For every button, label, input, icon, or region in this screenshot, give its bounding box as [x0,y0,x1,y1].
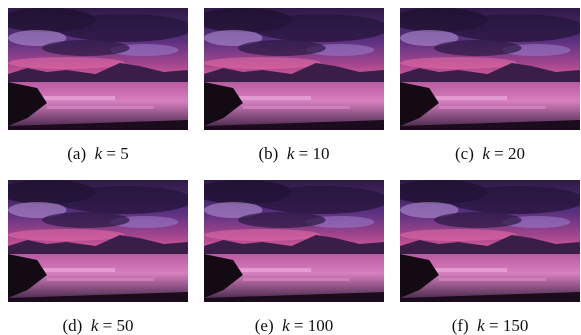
panel: (b) k = 10 [204,8,384,130]
figure: (a) k = 5 (b) k = 10 [0,0,581,335]
panel-label: (b) [259,144,279,163]
operator: = [294,316,304,335]
parameter-value: 100 [308,316,334,335]
panel-label: (a) [67,144,86,163]
panel-label: (d) [63,316,83,335]
photo [204,180,384,302]
operator: = [489,316,499,335]
caption: (c) k = 20 [400,144,580,164]
photo [8,180,188,302]
photo [400,180,580,302]
photo [8,8,188,130]
operator: = [494,144,504,163]
panel: (d) k = 50 [8,180,188,302]
panel: (e) k = 100 [204,180,384,302]
panel-label: (c) [455,144,474,163]
caption: (d) k = 50 [8,316,188,335]
parameter-value: 20 [508,144,525,163]
variable: k [91,316,99,335]
parameter-value: 150 [503,316,529,335]
photo [204,8,384,130]
panel: (f) k = 150 [400,180,580,302]
variable: k [482,144,490,163]
operator: = [299,144,309,163]
parameter-value: 50 [116,316,133,335]
panel: (a) k = 5 [8,8,188,130]
caption: (e) k = 100 [204,316,384,335]
parameter-value: 10 [312,144,329,163]
variable: k [287,144,295,163]
caption: (b) k = 10 [204,144,384,164]
operator: = [106,144,116,163]
caption: (a) k = 5 [8,144,188,164]
variable: k [282,316,290,335]
photo [400,8,580,130]
panel-label: (e) [255,316,274,335]
variable: k [95,144,103,163]
panel-label: (f) [452,316,469,335]
panel: (c) k = 20 [400,8,580,130]
caption: (f) k = 150 [400,316,580,335]
variable: k [477,316,485,335]
parameter-value: 5 [120,144,129,163]
operator: = [103,316,113,335]
